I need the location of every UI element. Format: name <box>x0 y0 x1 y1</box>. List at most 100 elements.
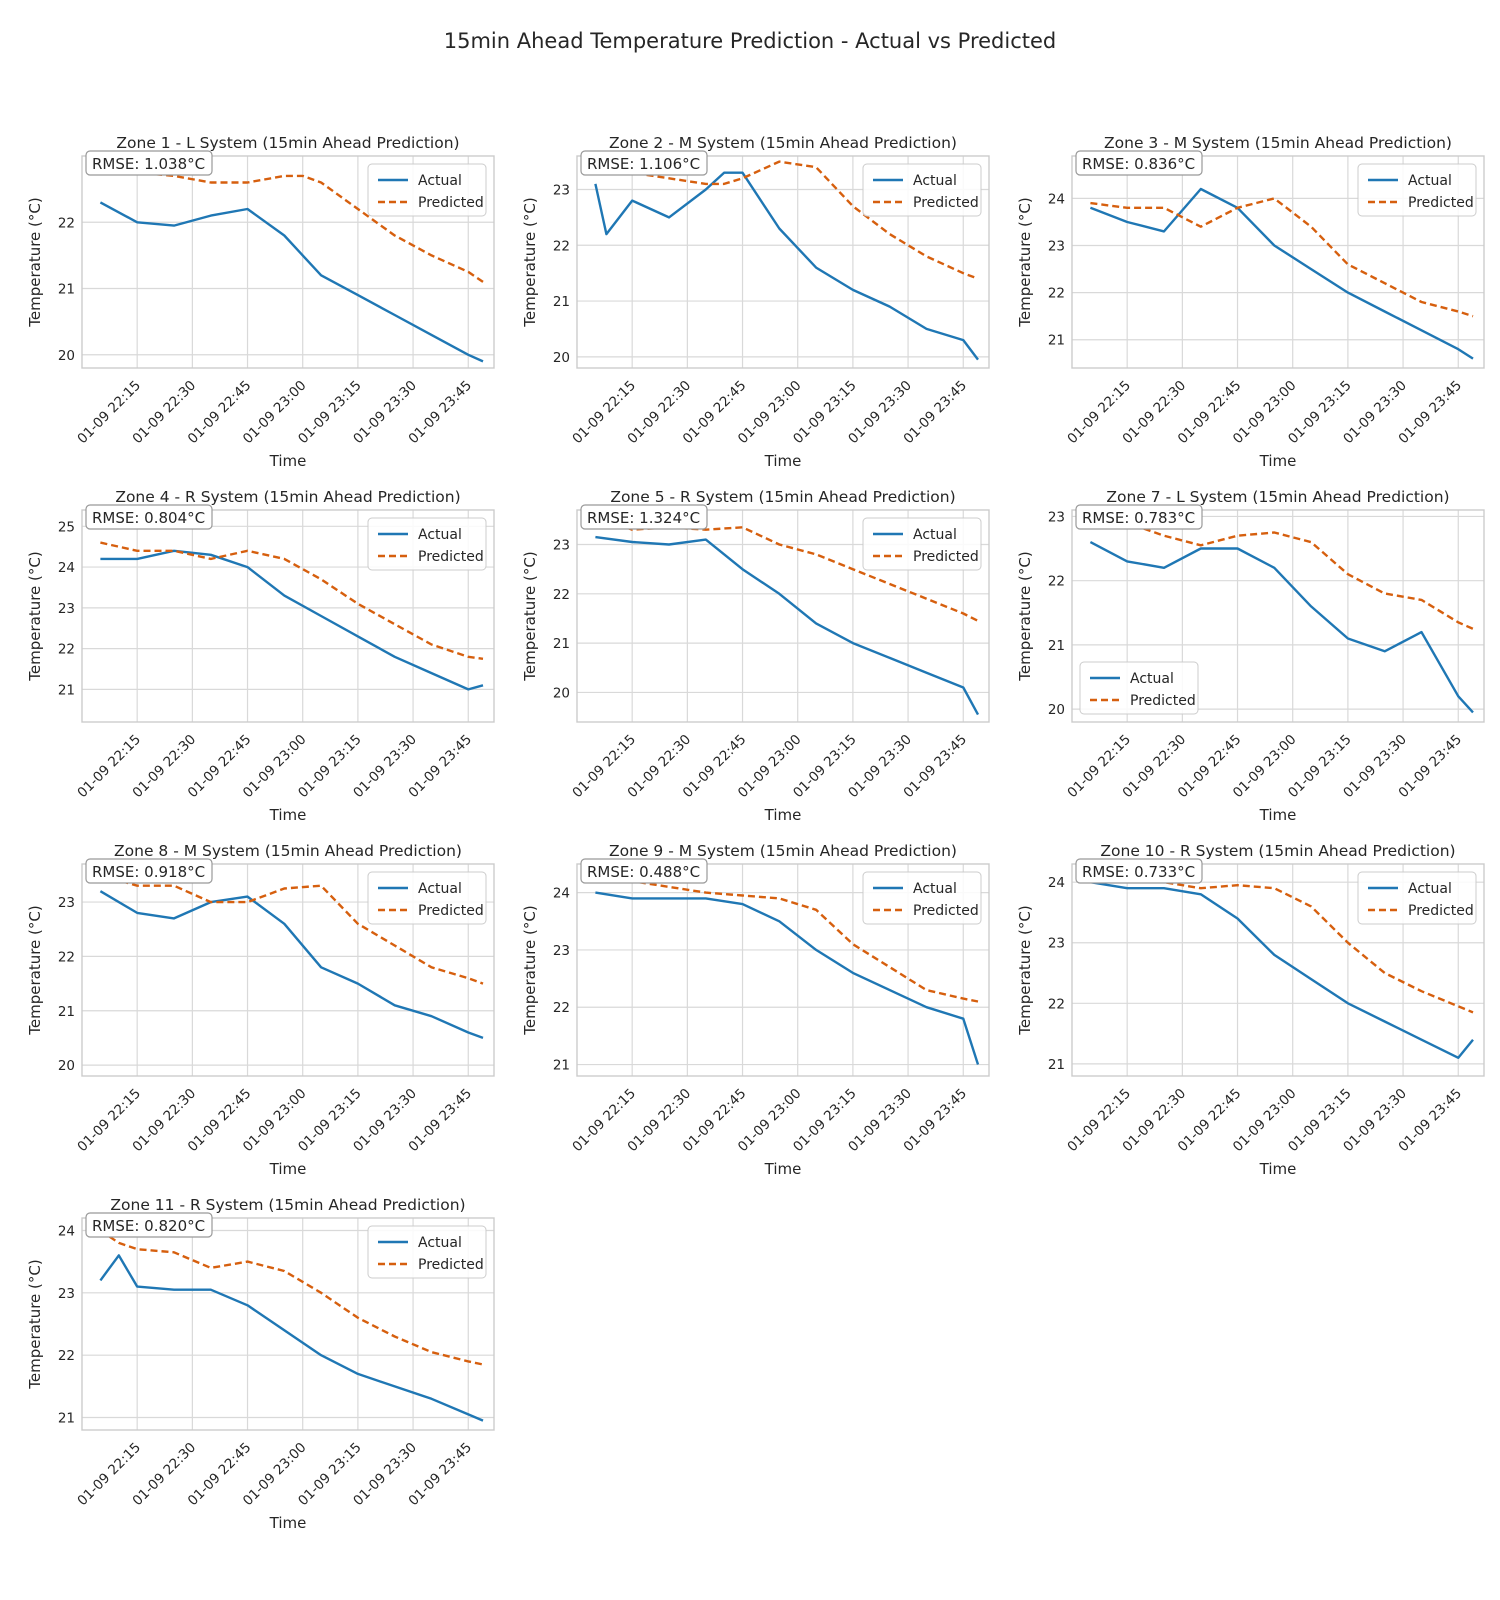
rmse-label: RMSE: 1.038°C <box>92 155 205 173</box>
legend-actual-label: Actual <box>913 527 957 543</box>
y-tick-label: 22 <box>58 642 75 658</box>
axes-frame <box>81 863 495 1077</box>
actual-series-line <box>595 535 980 716</box>
legend-predicted-label: Predicted <box>913 195 979 211</box>
y-axis-label: Temperature (°C) <box>26 197 44 327</box>
rmse-label: RMSE: 0.918°C <box>92 863 205 881</box>
predicted-series-line <box>1090 515 1474 630</box>
legend-predicted-label: Predicted <box>418 549 484 565</box>
x-axis-label: Time <box>1259 1160 1297 1178</box>
legend-predicted-label: Predicted <box>418 1257 484 1273</box>
y-tick-label: 20 <box>553 350 570 366</box>
predicted-series-line <box>100 168 484 283</box>
y-tick-label: 21 <box>553 294 570 310</box>
y-tick-label: 21 <box>58 1411 75 1427</box>
x-axis-label: Time <box>764 452 802 470</box>
y-tick-label: 23 <box>1048 239 1065 255</box>
axes-frame <box>1071 155 1485 369</box>
y-axis-label: Temperature (°C) <box>26 551 44 681</box>
actual-series-line <box>99 201 484 363</box>
rmse-box <box>85 150 213 176</box>
panel-title: Zone 9 - M System (15min Ahead Predictio… <box>609 842 957 860</box>
actual-series-line <box>99 890 484 1040</box>
actual-series-line <box>100 549 484 691</box>
y-axis-label: Temperature (°C) <box>26 905 44 1035</box>
panel-title: Zone 5 - R System (15min Ahead Predictio… <box>610 488 955 506</box>
legend-box <box>367 163 487 217</box>
panel-title: Zone 10 - R System (15min Ahead Predicti… <box>1100 842 1455 860</box>
legend-predicted-label: Predicted <box>418 903 484 919</box>
y-tick-label: 25 <box>58 519 75 535</box>
legend-actual-label: Actual <box>913 881 957 897</box>
y-tick-label: 22 <box>58 1348 75 1364</box>
actual-series-line <box>1089 541 1474 714</box>
y-axis-label: Temperature (°C) <box>26 1259 44 1389</box>
y-tick-label: 21 <box>1048 333 1065 349</box>
figure-title: 15min Ahead Temperature Prediction - Act… <box>444 29 1057 53</box>
rmse-label: RMSE: 0.804°C <box>92 509 205 527</box>
legend-box <box>1357 871 1477 925</box>
y-tick-label: 21 <box>58 282 75 298</box>
actual-series-line <box>1090 881 1474 1060</box>
y-tick-label: 20 <box>58 348 75 364</box>
y-tick-label: 21 <box>553 636 570 652</box>
actual-series-line <box>595 891 980 1065</box>
y-tick-label: 21 <box>58 1004 75 1020</box>
legend-predicted-label: Predicted <box>913 903 979 919</box>
y-tick-label: 24 <box>1048 191 1065 207</box>
actual-series-line <box>99 1254 484 1422</box>
y-tick-label: 21 <box>1048 1057 1065 1073</box>
y-tick-label: 22 <box>1048 574 1065 590</box>
y-tick-label: 21 <box>58 682 75 698</box>
predicted-series-line <box>100 873 484 985</box>
x-axis-label: Time <box>269 452 307 470</box>
legend-predicted-label: Predicted <box>913 549 979 565</box>
y-axis-label: Temperature (°C) <box>521 551 539 681</box>
rmse-label: RMSE: 0.733°C <box>1082 863 1195 881</box>
panel-title: Zone 1 - L System (15min Ahead Predictio… <box>116 134 459 152</box>
x-axis-label: Time <box>269 1160 307 1178</box>
y-axis-label: Temperature (°C) <box>521 197 539 327</box>
axes-frame <box>81 155 495 369</box>
y-tick-label: 23 <box>58 895 75 911</box>
rmse-label: RMSE: 1.106°C <box>587 155 700 173</box>
y-axis-label: Temperature (°C) <box>1016 905 1034 1035</box>
y-tick-label: 23 <box>553 943 570 959</box>
legend-predicted-label: Predicted <box>418 195 484 211</box>
legend-box <box>1357 163 1477 217</box>
panel-title: Zone 8 - M System (15min Ahead Predictio… <box>114 842 462 860</box>
y-tick-label: 22 <box>58 215 75 231</box>
legend-actual-label: Actual <box>1408 173 1452 189</box>
legend-predicted-label: Predicted <box>1408 195 1474 211</box>
rmse-label: RMSE: 0.783°C <box>1082 509 1195 527</box>
rmse-box <box>85 858 213 884</box>
axes-frame <box>576 155 990 369</box>
legend-box <box>367 517 487 571</box>
legend-box <box>862 517 982 571</box>
x-axis-label: Time <box>764 1160 802 1178</box>
y-tick-label: 22 <box>553 1000 570 1016</box>
y-tick-label: 24 <box>553 886 570 902</box>
y-tick-label: 23 <box>1048 509 1065 525</box>
y-tick-label: 21 <box>1048 638 1065 654</box>
y-axis-label: Temperature (°C) <box>1016 197 1034 327</box>
x-axis-label: Time <box>1259 452 1297 470</box>
y-tick-label: 20 <box>553 685 570 701</box>
legend-box <box>367 1225 487 1279</box>
rmse-box <box>85 504 213 530</box>
predicted-series-line <box>1090 197 1474 318</box>
y-tick-label: 22 <box>1048 996 1065 1012</box>
rmse-box <box>1075 150 1203 176</box>
actual-series-line <box>1089 187 1474 360</box>
x-axis-label: Time <box>764 806 802 824</box>
y-tick-label: 23 <box>553 538 570 554</box>
axes-frame <box>81 1217 495 1431</box>
